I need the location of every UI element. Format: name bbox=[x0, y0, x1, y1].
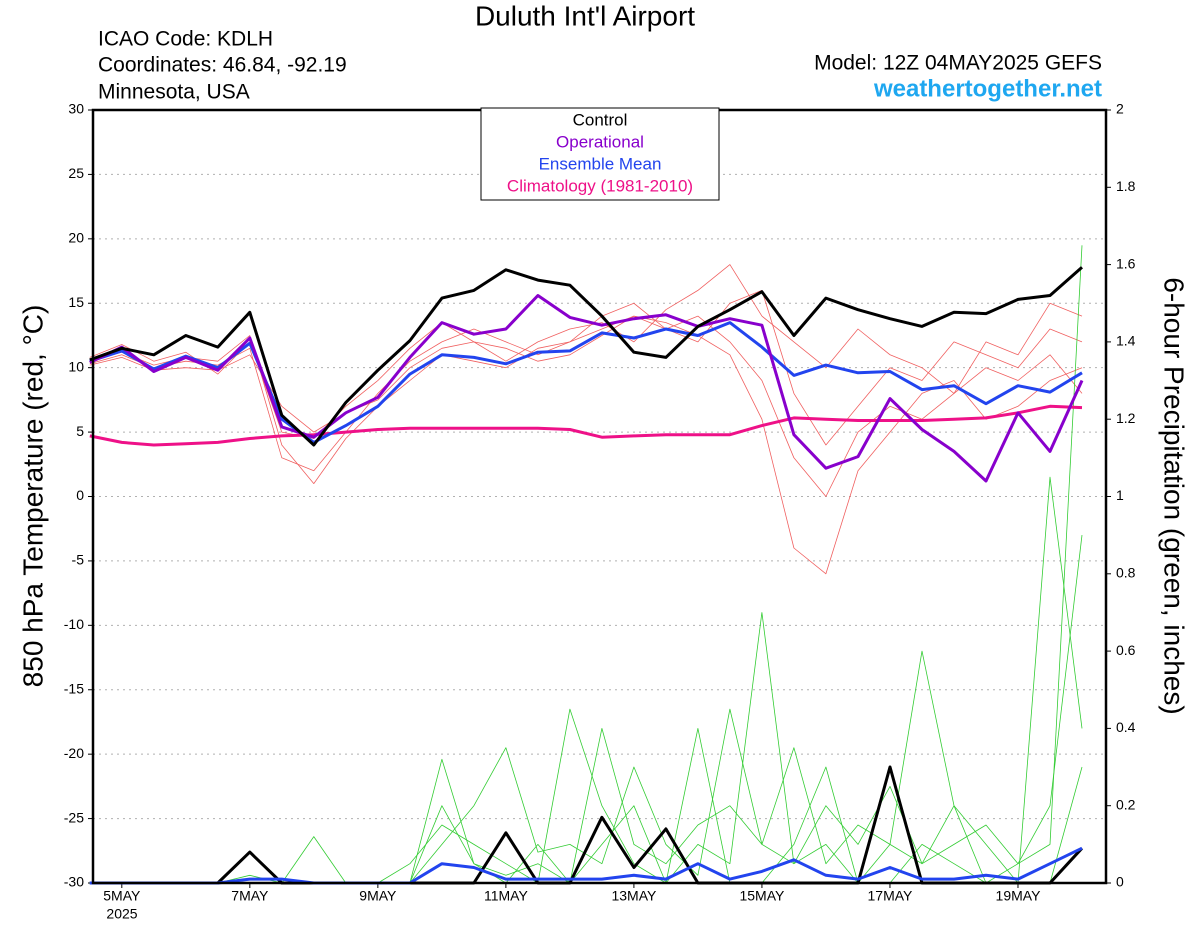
y-tick-label: -15 bbox=[64, 680, 84, 696]
y2-tick-label: 0.8 bbox=[1116, 565, 1136, 581]
y-tick-label: -30 bbox=[64, 874, 84, 890]
x-tick-label: 19MAY bbox=[996, 888, 1042, 904]
y2-tick-label: 0.4 bbox=[1116, 719, 1136, 735]
temperature-line bbox=[89, 315, 1083, 575]
x-tick-label: 11MAY bbox=[484, 888, 528, 904]
x-tick-label: 13MAY bbox=[611, 888, 657, 904]
y2-tick-label: 1 bbox=[1116, 487, 1124, 503]
y-tick-label: 25 bbox=[68, 165, 84, 181]
y2-tick-label: 1.2 bbox=[1116, 410, 1136, 426]
precip-line bbox=[89, 476, 1083, 884]
precip-line bbox=[89, 846, 1083, 885]
y2-tick-label: 0.2 bbox=[1116, 796, 1136, 812]
legend-entry: Control bbox=[573, 110, 628, 129]
temperature-line bbox=[89, 294, 1084, 483]
y-tick-label: 20 bbox=[68, 230, 84, 246]
legend-box bbox=[480, 107, 720, 201]
precip-line bbox=[89, 535, 1083, 884]
y2-tick-label: 1.4 bbox=[1116, 333, 1136, 349]
y-tick-label: 5 bbox=[76, 423, 84, 439]
x-tick-label: 17MAY bbox=[868, 888, 914, 904]
station-info: Coordinates: 46.84, -92.19 bbox=[98, 54, 347, 77]
y-tick-label: 10 bbox=[68, 358, 84, 374]
temperature-line bbox=[89, 290, 1083, 472]
y2-tick-label: 0.6 bbox=[1116, 642, 1136, 658]
y2-tick-label: 1.6 bbox=[1116, 255, 1136, 271]
y-tick-label: 15 bbox=[68, 294, 84, 310]
station-info: Minnesota, USA bbox=[98, 81, 250, 104]
y-tick-label: -5 bbox=[72, 552, 85, 568]
x-tick-label: 9MAY bbox=[359, 888, 397, 904]
y2-tick-label: 1.8 bbox=[1116, 178, 1136, 194]
x-tick-label: 15MAY bbox=[739, 888, 785, 904]
y2-tick-label: 0 bbox=[1116, 874, 1124, 890]
legend-entry: Ensemble Mean bbox=[539, 154, 662, 173]
precip-line bbox=[89, 765, 1084, 885]
legend-entry: Climatology (1981-2010) bbox=[507, 176, 693, 195]
y-tick-label: -10 bbox=[64, 616, 84, 632]
chart-title: Duluth Int'l Airport bbox=[475, 0, 695, 31]
temperature-line bbox=[89, 404, 1083, 447]
y-tick-label: -25 bbox=[64, 809, 84, 825]
site-name: weathertogether.net bbox=[873, 75, 1102, 102]
temperature-line bbox=[89, 321, 1083, 444]
station-info: ICAO Code: KDLH bbox=[98, 28, 273, 51]
model-info: Model: 12Z 04MAY2025 GEFS bbox=[814, 52, 1102, 75]
legend-entry: Operational bbox=[556, 132, 644, 151]
temperature-line bbox=[89, 264, 1083, 433]
x-tick-label: 7MAY bbox=[231, 888, 269, 904]
temperature-line bbox=[89, 266, 1083, 447]
x-tick-label: 5MAY bbox=[103, 888, 141, 904]
y-tick-label: 30 bbox=[68, 101, 84, 117]
x-year-label: 2025 bbox=[106, 906, 137, 922]
y-tick-label: -20 bbox=[64, 745, 84, 761]
y-axis-label: 850 hPa Temperature (red, °C) bbox=[17, 305, 48, 688]
y2-tick-label: 2 bbox=[1116, 101, 1124, 117]
y-tick-label: 0 bbox=[76, 487, 84, 503]
y2-axis-label: 6-hour Precipitation (green, inches) bbox=[1159, 277, 1190, 714]
